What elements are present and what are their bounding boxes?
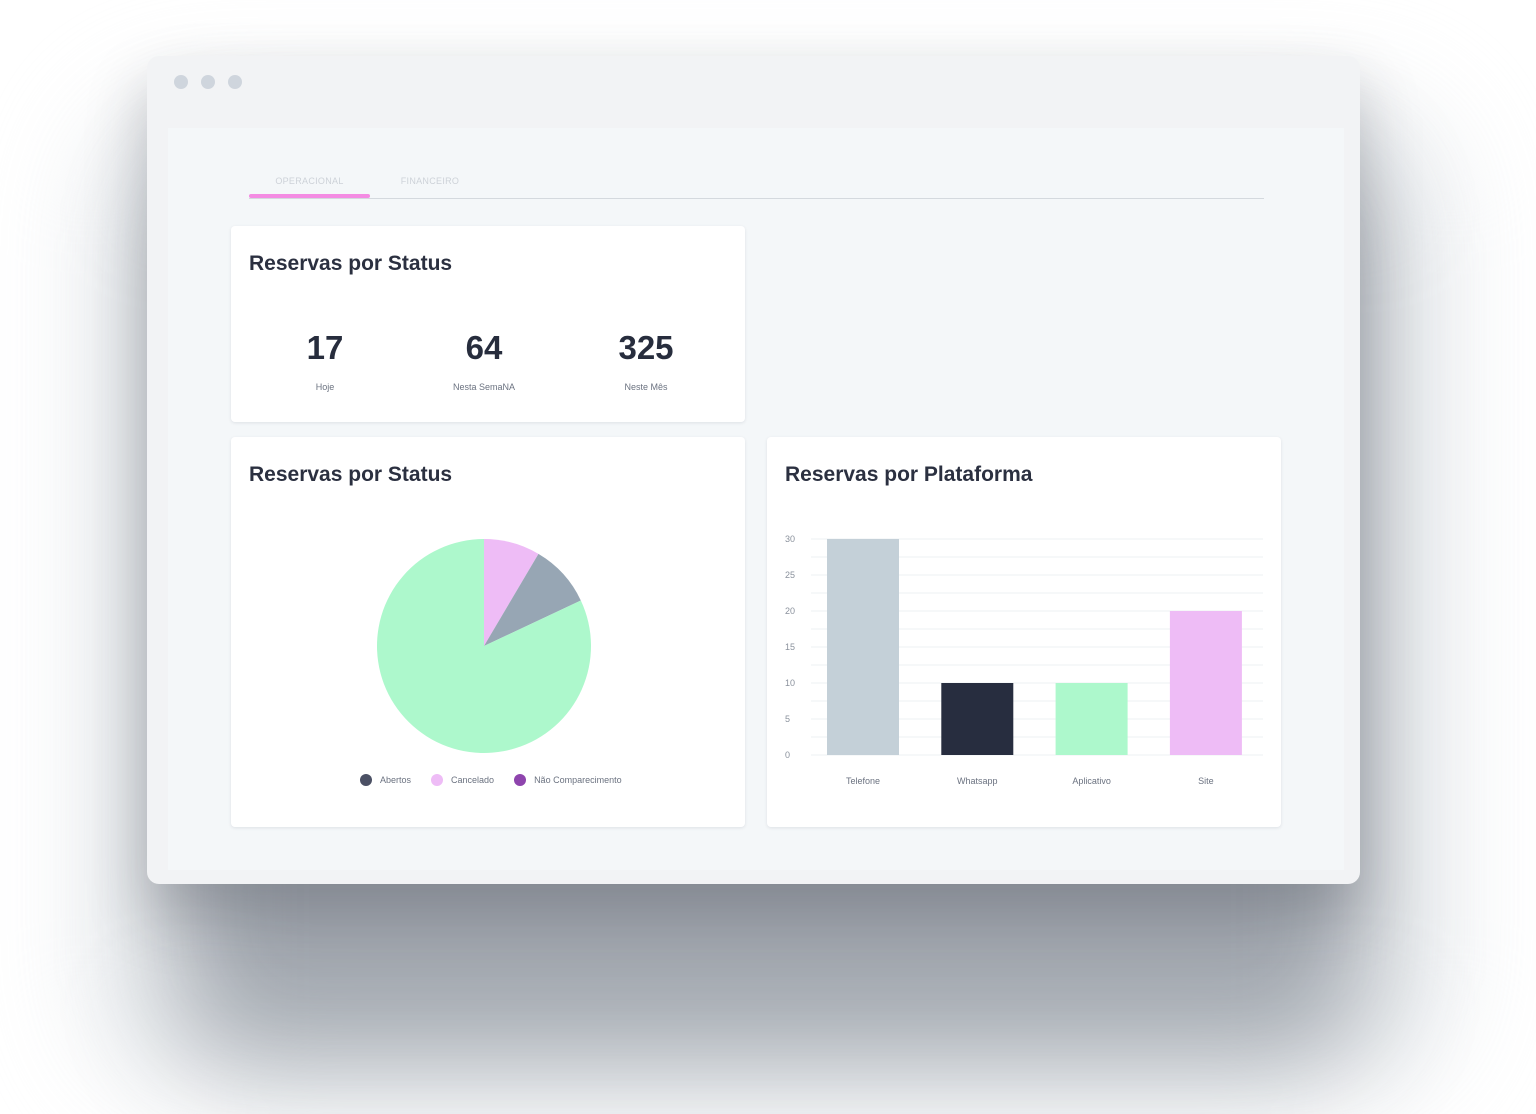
- tab-operacional[interactable]: OPERACIONAL: [275, 176, 344, 186]
- legend-swatch-abertos: [360, 774, 372, 786]
- stat-week-value: 64: [465, 329, 503, 366]
- bar-site[interactable]: [1169, 611, 1242, 755]
- y-tick-label: 0: [785, 750, 790, 760]
- bar-aplicativo[interactable]: [1055, 683, 1128, 755]
- pie-chart-card: Reservas por Status Abertos Cancelado Nã…: [231, 437, 745, 827]
- stat-month-label: Neste Mês: [624, 382, 668, 392]
- pie-slice-2[interactable]: [484, 553, 581, 646]
- legend-item-abertos[interactable]: Abertos: [360, 774, 411, 786]
- bar-card-title: Reservas por Plataforma: [785, 463, 1033, 486]
- legend-label-abertos: Abertos: [380, 775, 412, 785]
- legend-label-nao-comparecimento: Não Comparecimento: [534, 775, 622, 785]
- stat-today-value: 17: [306, 329, 344, 366]
- stats-card-title: Reservas por Status: [249, 252, 453, 275]
- x-tick-label-whatsapp: Whatsapp: [957, 776, 998, 786]
- pie-slice-3[interactable]: [376, 539, 591, 753]
- legend-item-nao-comparecimento[interactable]: Não Comparecimento: [514, 774, 622, 786]
- bar-telefone[interactable]: [827, 539, 899, 755]
- x-tick-label-site: Site: [1198, 776, 1214, 786]
- stat-week: 64 Nesta SemaNA: [404, 326, 564, 392]
- legend-label-cancelado: Cancelado: [451, 775, 495, 785]
- legend-swatch-nao-comparecimento: [514, 774, 527, 786]
- tab-financeiro[interactable]: FINANCEIRO: [400, 176, 460, 186]
- y-tick-label: 20: [785, 606, 795, 616]
- pie-chart: [376, 539, 591, 753]
- stat-month-value: 325: [618, 329, 674, 366]
- stat-today: 17 Hoje: [245, 326, 405, 392]
- bar-chart-card: Reservas por Plataforma 0 5 10 15 20 25 30 Tele…: [767, 437, 1281, 827]
- y-tick-label: 5: [785, 714, 790, 724]
- stats-card: Reservas por Status 17 Hoje 64 Nesta Sem…: [231, 226, 745, 422]
- stat-week-label: Nesta SemaNA: [452, 382, 516, 392]
- x-tick-label-telefone: Telefone: [846, 776, 880, 786]
- tab-bar: OPERACIONAL FINANCEIRO: [249, 172, 1264, 199]
- window-dot-close[interactable]: [174, 75, 188, 89]
- legend-swatch-cancelado: [431, 774, 444, 786]
- stat-today-label: Hoje: [315, 382, 335, 392]
- browser-window: OPERACIONAL FINANCEIRO Reservas por Stat…: [147, 56, 1360, 884]
- pie-slice-1[interactable]: [484, 539, 539, 646]
- dashboard-viewport: OPERACIONAL FINANCEIRO Reservas por Stat…: [168, 128, 1344, 870]
- window-dot-maximize[interactable]: [228, 75, 242, 89]
- x-tick-label-aplicativo: Aplicativo: [1072, 776, 1111, 786]
- bar-chart: 0 5 10 15 20 25 30 Telefone Whatsapp Aplicativo Si…: [785, 534, 1263, 786]
- y-tick-label: 10: [785, 678, 795, 688]
- pie-card-title: Reservas por Status: [249, 463, 453, 486]
- pie-legend: Abertos Cancelado Não Comparecimento: [360, 774, 642, 786]
- y-tick-label: 30: [785, 534, 795, 544]
- active-tab-indicator: [249, 194, 370, 198]
- bar-whatsapp[interactable]: [941, 683, 1014, 755]
- y-tick-label: 15: [785, 642, 795, 652]
- window-controls: [174, 75, 242, 89]
- y-tick-label: 25: [785, 570, 795, 580]
- window-dot-minimize[interactable]: [201, 75, 215, 89]
- stat-month: 325 Neste Mês: [566, 326, 726, 392]
- legend-item-cancelado[interactable]: Cancelado: [431, 774, 494, 786]
